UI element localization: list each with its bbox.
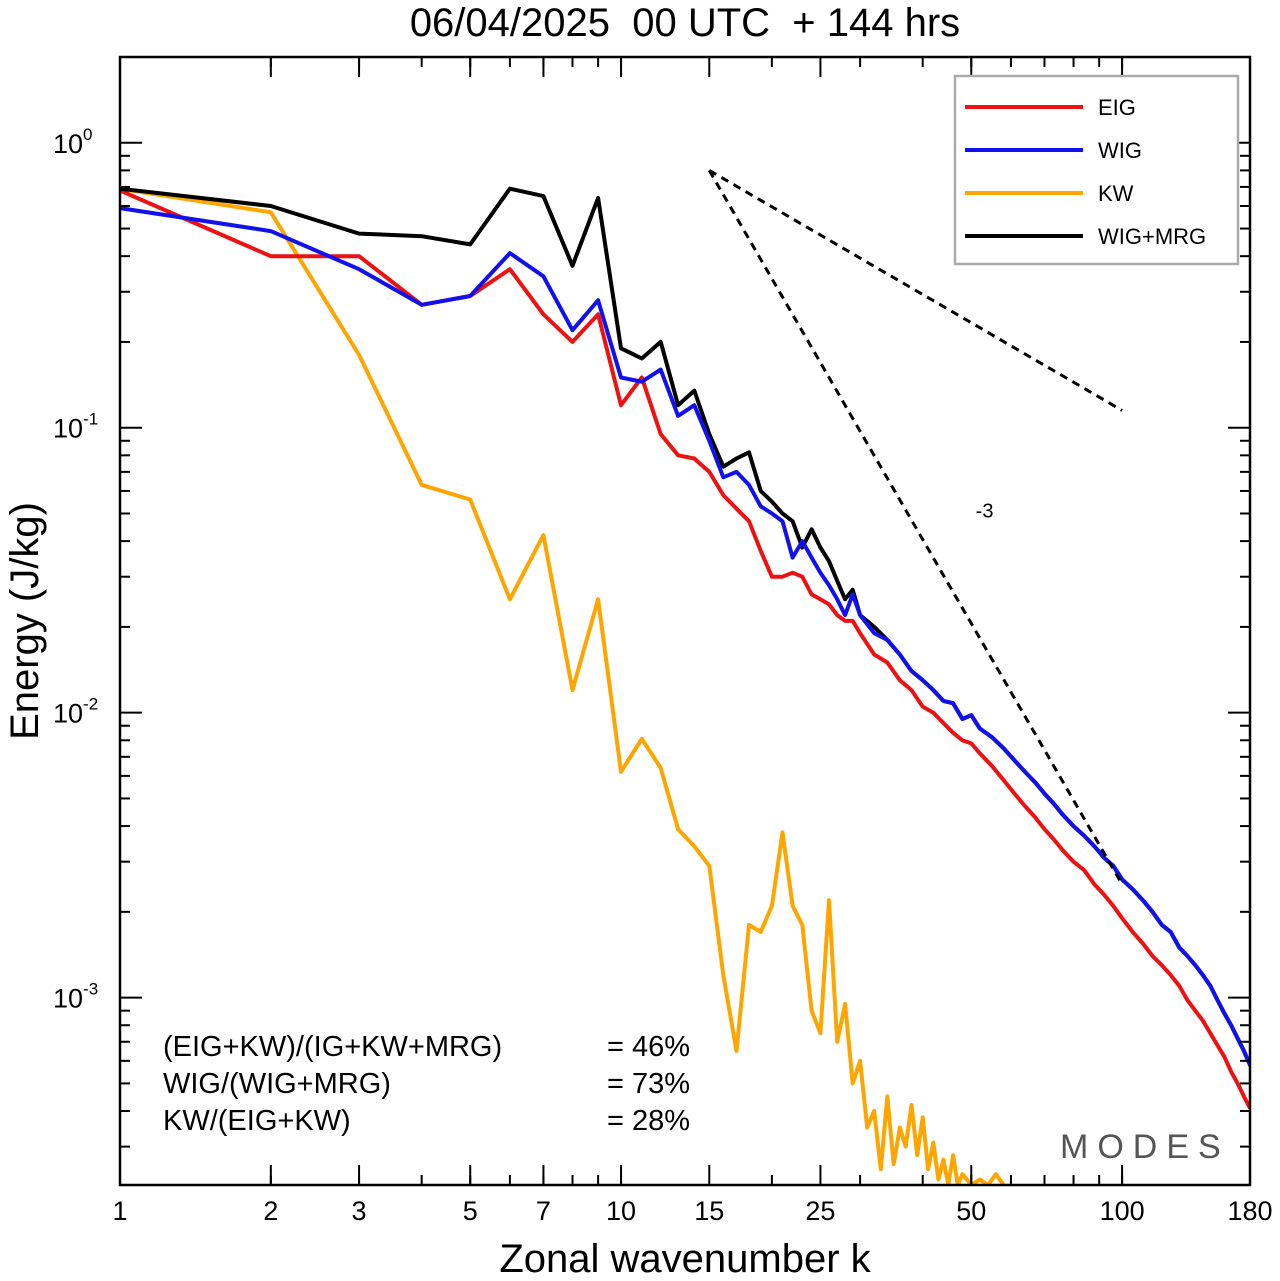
legend: EIG WIG KW WIG+MRG — [953, 74, 1240, 266]
y-tick-label: 10-1 — [53, 410, 98, 444]
x-tick-label: 2 — [263, 1196, 278, 1226]
slope-line-minus-5-3 — [708, 169, 1123, 412]
slope-label: -3 — [976, 500, 994, 522]
y-tick-label: 10-3 — [53, 980, 98, 1014]
ratio-annotations: (EIG+KW)/(IG+KW+MRG) = 46% WIG/(WIG+MRG) = … — [163, 1031, 690, 1137]
series-layer — [120, 186, 1250, 1185]
x-tick-label: 50 — [956, 1196, 986, 1226]
x-tick-label: 3 — [352, 1196, 367, 1226]
series-line-wig — [120, 206, 1250, 1067]
ratio-label: (EIG+KW)/(IG+KW+MRG) — [163, 1031, 502, 1063]
legend-label: KW — [1098, 181, 1134, 206]
plot-frame — [118, 55, 1252, 1187]
y-tick-label: 10-2 — [53, 695, 98, 729]
x-tick-label: 1 — [112, 1196, 127, 1226]
ratio-label: KW/(EIG+KW) — [163, 1105, 351, 1137]
y-tick-label: 100 — [53, 125, 93, 159]
x-tick-label: 7 — [536, 1196, 551, 1226]
axis-ticks — [119, 56, 1251, 1185]
x-tick-label: 25 — [805, 1196, 835, 1226]
x-tick-label: 15 — [694, 1196, 724, 1226]
slope-line-minus-3 — [707, 169, 1124, 885]
legend-label: WIG+MRG — [1098, 224, 1206, 249]
ratio-value: = 73% — [607, 1068, 690, 1100]
series-line-wig-plus-mrg — [120, 186, 1250, 1067]
ratio-value: = 46% — [607, 1031, 690, 1063]
x-tick-label: 10 — [606, 1196, 636, 1226]
y-tick-labels: 100 10-1 10-2 10-3 — [53, 125, 98, 1014]
series-line-eig — [120, 188, 1250, 1110]
x-tick-labels: 1 2 3 5 7 10 15 25 50 100 180 — [112, 1196, 1272, 1226]
x-axis-label: Zonal wavenumber k — [499, 1237, 871, 1281]
modes-watermark: MODES — [1060, 1128, 1230, 1166]
ratio-value: = 28% — [607, 1105, 690, 1137]
ratio-label: WIG/(WIG+MRG) — [163, 1068, 391, 1100]
x-tick-label: 180 — [1227, 1196, 1272, 1226]
legend-label: WIG — [1098, 138, 1142, 163]
y-axis-label: Energy (J/kg) — [3, 502, 47, 740]
reference-slopes: -5/3-3 — [707, 169, 1124, 885]
legend-label: EIG — [1098, 95, 1136, 120]
x-tick-label: 5 — [463, 1196, 478, 1226]
x-tick-label: 100 — [1100, 1196, 1145, 1226]
series-line-kw — [120, 186, 1006, 1185]
chart-title: 06/04/2025 00 UTC + 144 hrs — [410, 1, 960, 45]
